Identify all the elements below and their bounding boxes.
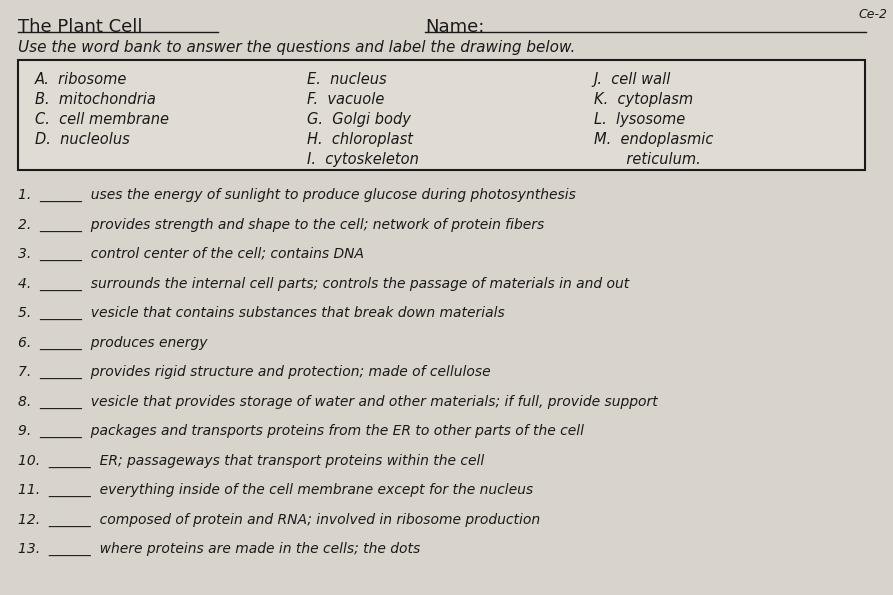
Text: 13.  ______  where proteins are made in the cells; the dots: 13. ______ where proteins are made in th…: [18, 542, 420, 556]
Text: F.  vacuole: F. vacuole: [306, 92, 384, 107]
Text: B.  mitochondria: B. mitochondria: [35, 92, 155, 107]
FancyBboxPatch shape: [18, 60, 864, 170]
Text: I.  cytoskeleton: I. cytoskeleton: [306, 152, 419, 167]
Text: C.  cell membrane: C. cell membrane: [35, 112, 169, 127]
Text: K.  cytoplasm: K. cytoplasm: [594, 92, 693, 107]
Text: 4.  ______  surrounds the internal cell parts; controls the passage of materials: 4. ______ surrounds the internal cell pa…: [18, 277, 629, 290]
Text: 11.  ______  everything inside of the cell membrane except for the nucleus: 11. ______ everything inside of the cell…: [18, 483, 533, 497]
Text: 3.  ______  control center of the cell; contains DNA: 3. ______ control center of the cell; co…: [18, 247, 363, 261]
Text: 9.  ______  packages and transports proteins from the ER to other parts of the c: 9. ______ packages and transports protei…: [18, 424, 584, 438]
Text: H.  chloroplast: H. chloroplast: [306, 132, 413, 147]
Text: 7.  ______  provides rigid structure and protection; made of cellulose: 7. ______ provides rigid structure and p…: [18, 365, 490, 379]
Text: 6.  ______  produces energy: 6. ______ produces energy: [18, 336, 207, 350]
Text: M.  endoplasmic: M. endoplasmic: [594, 132, 713, 147]
Text: Ce-2: Ce-2: [859, 8, 888, 21]
Text: 2.  ______  provides strength and shape to the cell; network of protein fibers: 2. ______ provides strength and shape to…: [18, 218, 544, 231]
Text: 10.  ______  ER; passageways that transport proteins within the cell: 10. ______ ER; passageways that transpor…: [18, 453, 484, 468]
Text: L.  lysosome: L. lysosome: [594, 112, 685, 127]
Text: G.  Golgi body: G. Golgi body: [306, 112, 411, 127]
Text: The Plant Cell: The Plant Cell: [18, 18, 142, 36]
Text: 1.  ______  uses the energy of sunlight to produce glucose during photosynthesis: 1. ______ uses the energy of sunlight to…: [18, 188, 576, 202]
Text: 5.  ______  vesicle that contains substances that break down materials: 5. ______ vesicle that contains substanc…: [18, 306, 505, 320]
Text: Use the word bank to answer the questions and label the drawing below.: Use the word bank to answer the question…: [18, 40, 575, 55]
Text: D.  nucleolus: D. nucleolus: [35, 132, 129, 147]
Text: 8.  ______  vesicle that provides storage of water and other materials; if full,: 8. ______ vesicle that provides storage …: [18, 394, 657, 409]
Text: reticulum.: reticulum.: [594, 152, 700, 167]
Text: Name:: Name:: [425, 18, 485, 36]
Text: E.  nucleus: E. nucleus: [306, 72, 387, 87]
Text: 12.  ______  composed of protein and RNA; involved in ribosome production: 12. ______ composed of protein and RNA; …: [18, 512, 540, 527]
Text: J.  cell wall: J. cell wall: [594, 72, 671, 87]
Text: A.  ribosome: A. ribosome: [35, 72, 127, 87]
